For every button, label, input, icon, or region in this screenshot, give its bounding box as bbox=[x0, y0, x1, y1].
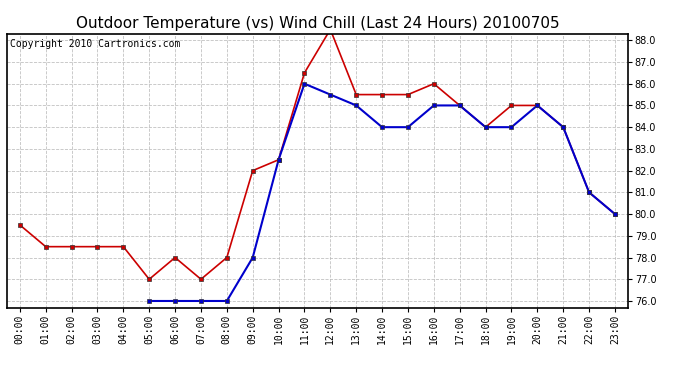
Text: Copyright 2010 Cartronics.com: Copyright 2010 Cartronics.com bbox=[10, 39, 180, 49]
Title: Outdoor Temperature (vs) Wind Chill (Last 24 Hours) 20100705: Outdoor Temperature (vs) Wind Chill (Las… bbox=[76, 16, 559, 31]
